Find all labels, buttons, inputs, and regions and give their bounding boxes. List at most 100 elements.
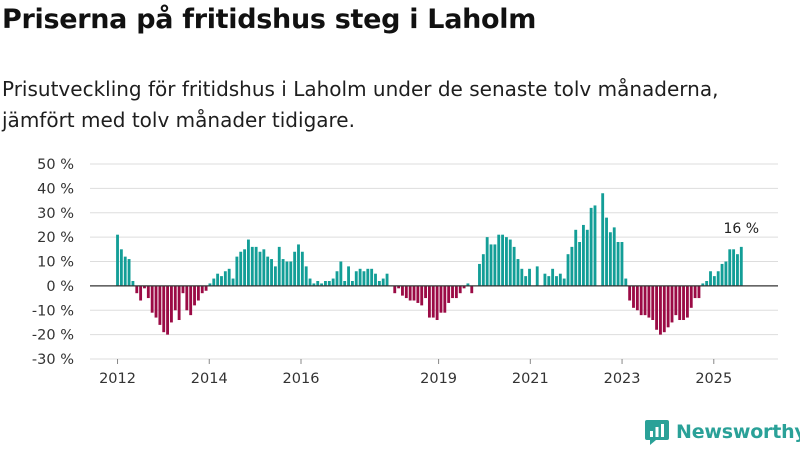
bar <box>401 285 404 296</box>
bar <box>420 285 424 306</box>
gridlines <box>90 163 778 360</box>
bar <box>377 281 381 286</box>
bar <box>458 285 462 294</box>
bar <box>712 276 716 286</box>
bar <box>177 285 181 321</box>
bar <box>701 283 705 286</box>
bar <box>335 271 339 286</box>
bar <box>632 285 635 308</box>
bar <box>116 234 119 286</box>
bar <box>212 278 216 286</box>
bar <box>601 193 605 286</box>
bar <box>131 281 135 286</box>
bar <box>247 239 250 286</box>
y-tick-label: 0 % <box>46 279 74 295</box>
y-tick-label: 50 % <box>37 157 74 173</box>
bar <box>443 285 447 313</box>
bar <box>208 283 212 286</box>
bar <box>628 285 632 301</box>
bar <box>139 285 143 301</box>
bar <box>297 244 300 286</box>
bar <box>196 285 200 301</box>
bar <box>312 283 316 286</box>
bar <box>227 268 231 286</box>
bar <box>239 251 243 286</box>
bar <box>551 268 555 286</box>
x-tick-label: 2025 <box>695 371 732 387</box>
chart-title: Priserna på fritidshus steg i Laholm <box>2 4 537 35</box>
bar <box>173 285 177 311</box>
bar <box>543 273 547 286</box>
bar <box>655 285 659 330</box>
bar <box>624 278 628 286</box>
bar <box>170 285 173 323</box>
bar <box>709 271 712 286</box>
bar <box>223 271 227 286</box>
bar <box>189 285 193 316</box>
bar <box>216 273 220 286</box>
newsworthy-logo-icon <box>645 420 669 445</box>
bar <box>481 254 485 286</box>
bar <box>497 234 501 286</box>
bar <box>578 242 582 286</box>
bar <box>689 285 693 308</box>
bar <box>582 224 585 286</box>
brand-name: Newsworthy <box>676 421 800 443</box>
axes: -30 % -20 % -10 % 0 % 10 % 20 % 30 % 40 % 50 % 20… <box>32 157 778 387</box>
last-value-label: 16 % <box>724 221 760 237</box>
bar <box>358 268 362 286</box>
bar <box>720 263 724 286</box>
labels: 16 % <box>724 221 760 237</box>
bar <box>535 266 539 286</box>
bar <box>135 285 139 294</box>
bar <box>558 273 562 286</box>
bar <box>485 237 489 286</box>
bar <box>685 285 689 318</box>
bar <box>562 278 566 286</box>
x-tick-label: 2016 <box>283 371 320 387</box>
y-tick-label: -10 % <box>32 303 74 319</box>
bar <box>381 278 385 286</box>
bar <box>512 246 516 286</box>
bar <box>270 259 273 286</box>
bar <box>435 285 439 321</box>
bar <box>462 285 466 289</box>
bar <box>393 285 397 294</box>
bar <box>193 285 196 306</box>
bars <box>116 193 743 335</box>
y-tick-label: -30 % <box>32 352 74 368</box>
bar <box>439 285 443 313</box>
bar <box>204 285 208 291</box>
y-tick-label: 40 % <box>37 181 74 197</box>
bar <box>185 285 189 311</box>
bar <box>154 285 158 318</box>
bar <box>651 285 655 321</box>
bar <box>119 249 123 286</box>
bar <box>150 285 154 313</box>
bar <box>412 285 416 301</box>
bar <box>674 285 678 316</box>
x-tick-label: 2021 <box>512 371 549 387</box>
bar <box>547 276 551 286</box>
bar <box>243 249 247 286</box>
bar <box>736 254 739 286</box>
bar <box>639 285 643 316</box>
bar <box>570 246 574 286</box>
bar <box>505 237 508 286</box>
bar <box>605 217 608 286</box>
bar <box>520 268 524 286</box>
bar <box>454 285 458 299</box>
bar <box>705 281 709 286</box>
bar <box>250 246 254 286</box>
bar <box>739 246 743 286</box>
bar <box>589 207 593 286</box>
bar <box>158 285 162 325</box>
bar <box>574 229 578 286</box>
bar <box>350 281 354 286</box>
y-tick-label: 20 % <box>37 230 74 246</box>
bar <box>616 242 620 286</box>
bar <box>516 259 520 286</box>
bar <box>662 285 666 333</box>
x-tick-label: 2012 <box>99 371 136 387</box>
bar <box>308 278 312 286</box>
